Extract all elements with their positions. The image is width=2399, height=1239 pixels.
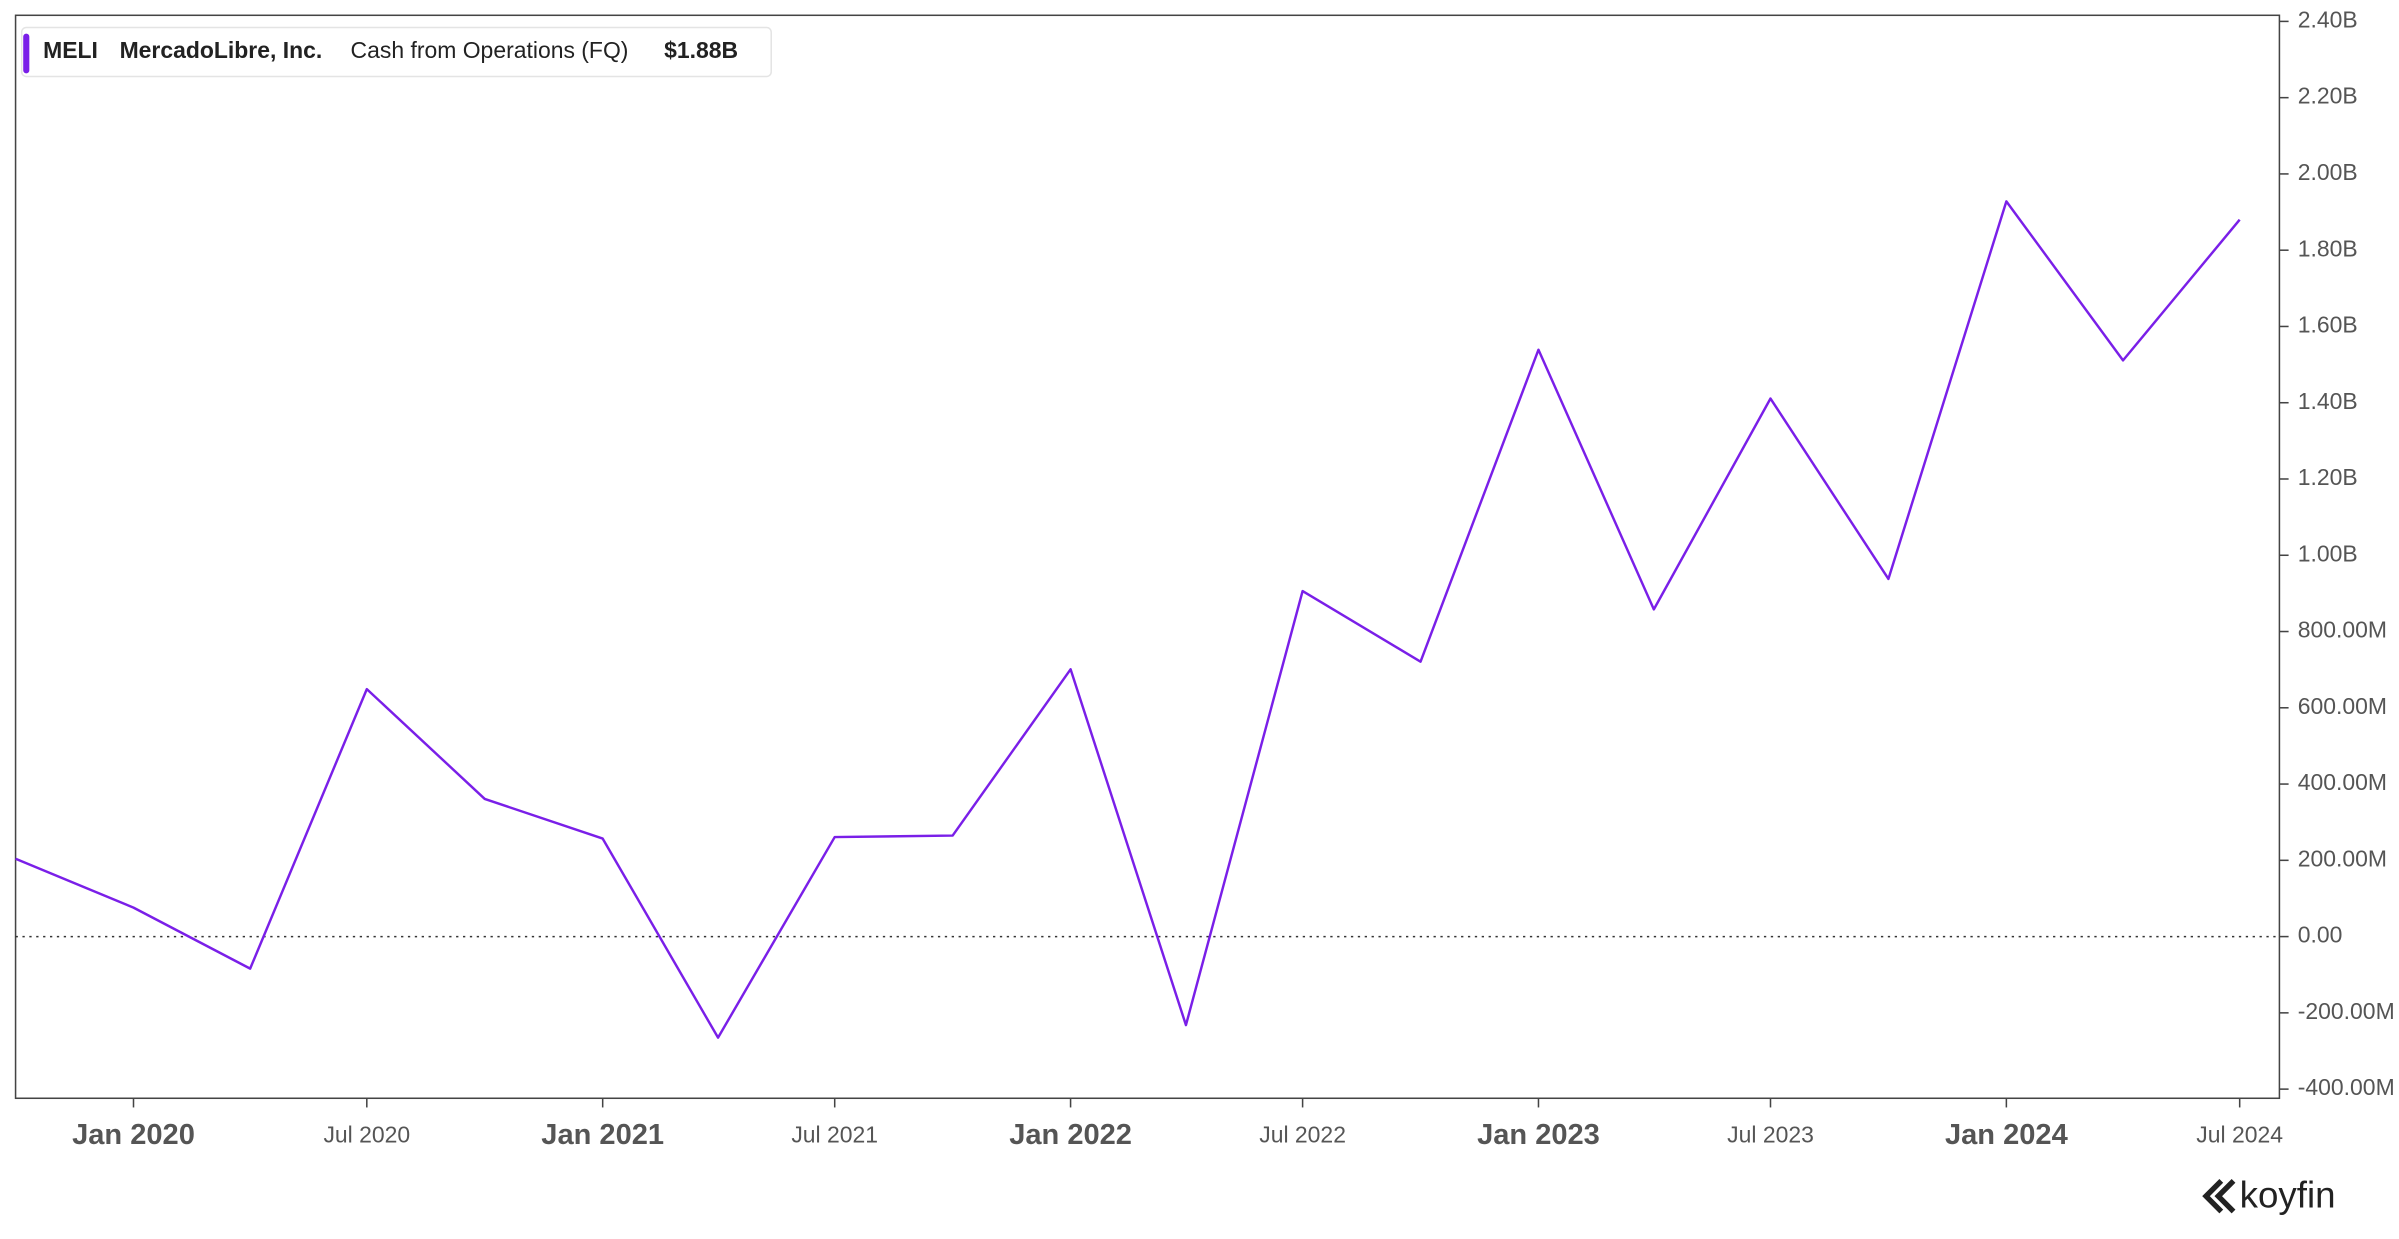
brand-logo: koyfin	[2202, 1174, 2336, 1215]
ticker: MELI	[43, 37, 98, 63]
last-value: $1.88B	[664, 37, 738, 63]
y-tick-label: 600.00M	[2298, 693, 2387, 719]
x-tick-label: Jul 2023	[1727, 1122, 1814, 1148]
y-tick-label: 200.00M	[2298, 845, 2387, 871]
x-tick-label: Jul 2020	[323, 1122, 410, 1148]
plot-frame	[14, 14, 2281, 1100]
y-tick-label: -200.00M	[2298, 998, 2395, 1024]
x-tick-label: Jan 2021	[541, 1119, 664, 1151]
y-tick-label: 2.00B	[2298, 159, 2358, 185]
y-tick-label: 1.40B	[2298, 388, 2358, 414]
y-tick-label: 1.00B	[2298, 540, 2358, 566]
company: MercadoLibre, Inc.	[120, 37, 323, 63]
legend-label: Cash from Operations (FQ)	[351, 37, 629, 63]
x-tick-label: Jul 2021	[791, 1122, 878, 1148]
logo-icon	[2202, 1178, 2236, 1214]
legend-swatch	[23, 33, 30, 74]
x-tick-label: Jan 2024	[1945, 1119, 2068, 1151]
y-tick-label: 800.00M	[2298, 617, 2387, 643]
x-tick-label: Jan 2022	[1009, 1119, 1132, 1151]
y-tick-label: 1.80B	[2298, 235, 2358, 261]
x-tick-label: Jan 2020	[72, 1119, 195, 1151]
y-tick-label: 2.40B	[2298, 6, 2358, 32]
y-tick-label: 400.00M	[2298, 769, 2387, 795]
y-tick-label: -400.00M	[2298, 1074, 2395, 1100]
y-tick-label: 1.20B	[2298, 464, 2358, 490]
x-tick-label: Jul 2022	[1259, 1122, 1346, 1148]
x-tick-label: Jan 2023	[1477, 1119, 1600, 1151]
series-line	[15, 200, 2241, 1039]
legend: MELI MercadoLibre, Inc. Cash from Operat…	[20, 26, 772, 78]
y-tick-label: 1.60B	[2298, 312, 2358, 338]
y-tick-label: 0.00	[2298, 922, 2343, 948]
brand: koyfin	[2240, 1174, 2336, 1215]
x-tick-label: Jul 2024	[2196, 1122, 2283, 1148]
y-tick-label: 2.20B	[2298, 83, 2358, 109]
legend-box	[20, 26, 772, 78]
